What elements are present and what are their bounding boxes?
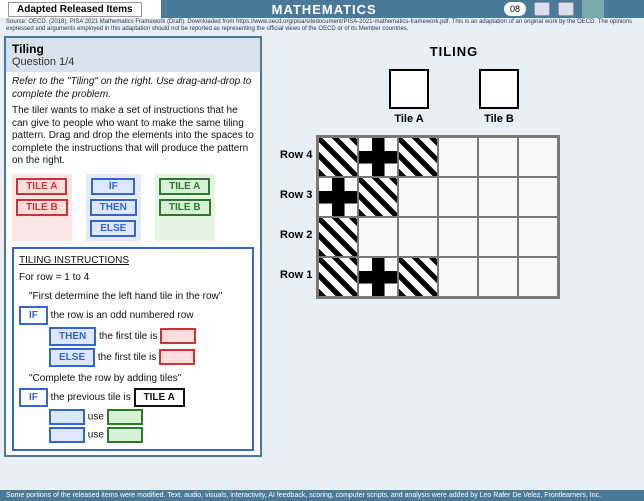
grid-area: Row 1 Row 2 Row 3 Row 4 <box>280 135 632 299</box>
if2-tail: the previous tile is <box>51 392 131 403</box>
row2-label: Row 2 <box>280 215 312 255</box>
instruction: Refer to the "Tiling" on the right. Use … <box>12 76 254 101</box>
subject-label: MATHEMATICS <box>272 2 377 17</box>
grid-cell[interactable] <box>478 257 518 297</box>
quote1: "First determine the left hand tile in t… <box>19 289 247 304</box>
grid-cell[interactable] <box>318 177 358 217</box>
grid-cell[interactable] <box>438 217 478 257</box>
row1-label: Row 1 <box>280 255 312 295</box>
grid-cell[interactable] <box>438 177 478 217</box>
sample-b: Tile B <box>479 69 519 125</box>
footer: Some portions of the released items were… <box>0 490 644 501</box>
panel-head: Tiling Question 1/4 <box>6 38 260 72</box>
if1-line: IF the row is an odd numbered row <box>19 306 247 325</box>
slot-else-tile[interactable] <box>159 349 195 365</box>
grid-cell[interactable] <box>358 177 398 217</box>
grid-cell[interactable] <box>358 137 398 177</box>
use1: use <box>88 411 104 422</box>
grid-cell[interactable] <box>518 217 558 257</box>
slot-then-tile[interactable] <box>160 328 196 344</box>
slot-tile1[interactable] <box>107 409 143 425</box>
tiling-heading: TILING <box>276 44 632 59</box>
row3-label: Row 3 <box>280 175 312 215</box>
prev-arrow-icon[interactable] <box>582 0 604 18</box>
token-if[interactable]: IF <box>91 178 135 195</box>
if2-line: IF the previous tile is TILE A <box>19 388 247 407</box>
kw-if2[interactable]: IF <box>19 388 48 407</box>
grid-cell[interactable] <box>318 257 358 297</box>
code-heading: TILING INSTRUCTIONS <box>19 253 247 268</box>
palette-blue: IF THEN ELSE <box>86 174 141 241</box>
token-else[interactable]: ELSE <box>90 220 136 237</box>
kw-else[interactable]: ELSE <box>49 348 95 367</box>
grid-cell[interactable] <box>318 217 358 257</box>
counter-pill: 08 <box>504 2 526 16</box>
token-tile-a-red[interactable]: TILE A <box>16 178 67 195</box>
grid-cell[interactable] <box>358 217 398 257</box>
grid-icon[interactable] <box>534 2 550 16</box>
slot-kw2[interactable] <box>49 427 85 443</box>
slot-kw1[interactable] <box>49 409 85 425</box>
palette-green: TILE A TILE B <box>155 174 215 241</box>
then-line: THEN the first tile is <box>19 327 247 346</box>
palette: TILE A TILE B IF THEN ELSE TILE A TILE B <box>12 174 254 241</box>
main: Tiling Question 1/4 Refer to the "Tiling… <box>0 32 644 461</box>
grid-cell[interactable] <box>478 217 518 257</box>
kw-if1[interactable]: IF <box>19 306 48 325</box>
grid-cell[interactable] <box>398 137 438 177</box>
palette-red: TILE A TILE B <box>12 174 72 241</box>
grid-cell[interactable] <box>318 137 358 177</box>
kw-tilea[interactable]: TILE A <box>134 388 185 407</box>
code-box: TILING INSTRUCTIONS For row = 1 to 4 "Fi… <box>12 247 254 451</box>
row4-label: Row 4 <box>280 135 312 175</box>
else-line: ELSE the first tile is <box>19 348 247 367</box>
grid-cell[interactable] <box>438 137 478 177</box>
row-labels: Row 1 Row 2 Row 3 Row 4 <box>280 135 312 295</box>
grid-cell[interactable] <box>518 137 558 177</box>
token-then[interactable]: THEN <box>90 199 137 216</box>
panel-body: Refer to the "Tiling" on the right. Use … <box>6 72 260 455</box>
menu-icon[interactable] <box>558 2 574 16</box>
tile-b-icon <box>479 69 519 109</box>
sample-a: Tile A <box>389 69 429 125</box>
grid-cell[interactable] <box>478 177 518 217</box>
grid-cell[interactable] <box>398 177 438 217</box>
question-num: Question 1/4 <box>12 56 254 68</box>
quote2: "Complete the row by adding tiles" <box>19 371 247 386</box>
token-tile-b-green[interactable]: TILE B <box>159 199 211 216</box>
token-tile-b-red[interactable]: TILE B <box>16 199 68 216</box>
grid-cell[interactable] <box>478 137 518 177</box>
then-tail: the first tile is <box>99 331 157 342</box>
right-panel: TILING Tile A Tile B Row 1 Row 2 Row 3 R… <box>268 36 640 457</box>
use1-line: use <box>19 409 247 425</box>
problem-text: The tiler wants to make a set of instruc… <box>12 105 254 168</box>
else-tail: the first tile is <box>98 352 156 363</box>
left-panel: Tiling Question 1/4 Refer to the "Tiling… <box>4 36 262 457</box>
grid-cell[interactable] <box>518 257 558 297</box>
use2: use <box>88 429 104 440</box>
grid-cell[interactable] <box>518 177 558 217</box>
kw-then[interactable]: THEN <box>49 327 96 346</box>
tiling-grid[interactable] <box>316 135 560 299</box>
slot-tile2[interactable] <box>107 427 143 443</box>
tile-a-label: Tile A <box>389 113 429 125</box>
grid-cell[interactable] <box>358 257 398 297</box>
tile-a-icon <box>389 69 429 109</box>
tab-adapted[interactable]: Adapted Released Items <box>8 2 142 17</box>
for-line: For row = 1 to 4 <box>19 270 247 285</box>
top-controls: 08 <box>504 0 604 18</box>
grid-cell[interactable] <box>438 257 478 297</box>
token-tile-a-green[interactable]: TILE A <box>159 178 210 195</box>
source-line: Source: OECD. (2018). PISA 2021 Mathemat… <box>0 18 644 32</box>
item-title: Tiling <box>12 42 254 56</box>
grid-cell[interactable] <box>398 217 438 257</box>
top-bar: Adapted Released Items MATHEMATICS 08 <box>0 0 644 18</box>
if1-tail: the row is an odd numbered row <box>51 310 194 321</box>
grid-cell[interactable] <box>398 257 438 297</box>
tile-samples: Tile A Tile B <box>276 69 632 125</box>
tile-b-label: Tile B <box>479 113 519 125</box>
use2-line: use <box>19 427 247 443</box>
